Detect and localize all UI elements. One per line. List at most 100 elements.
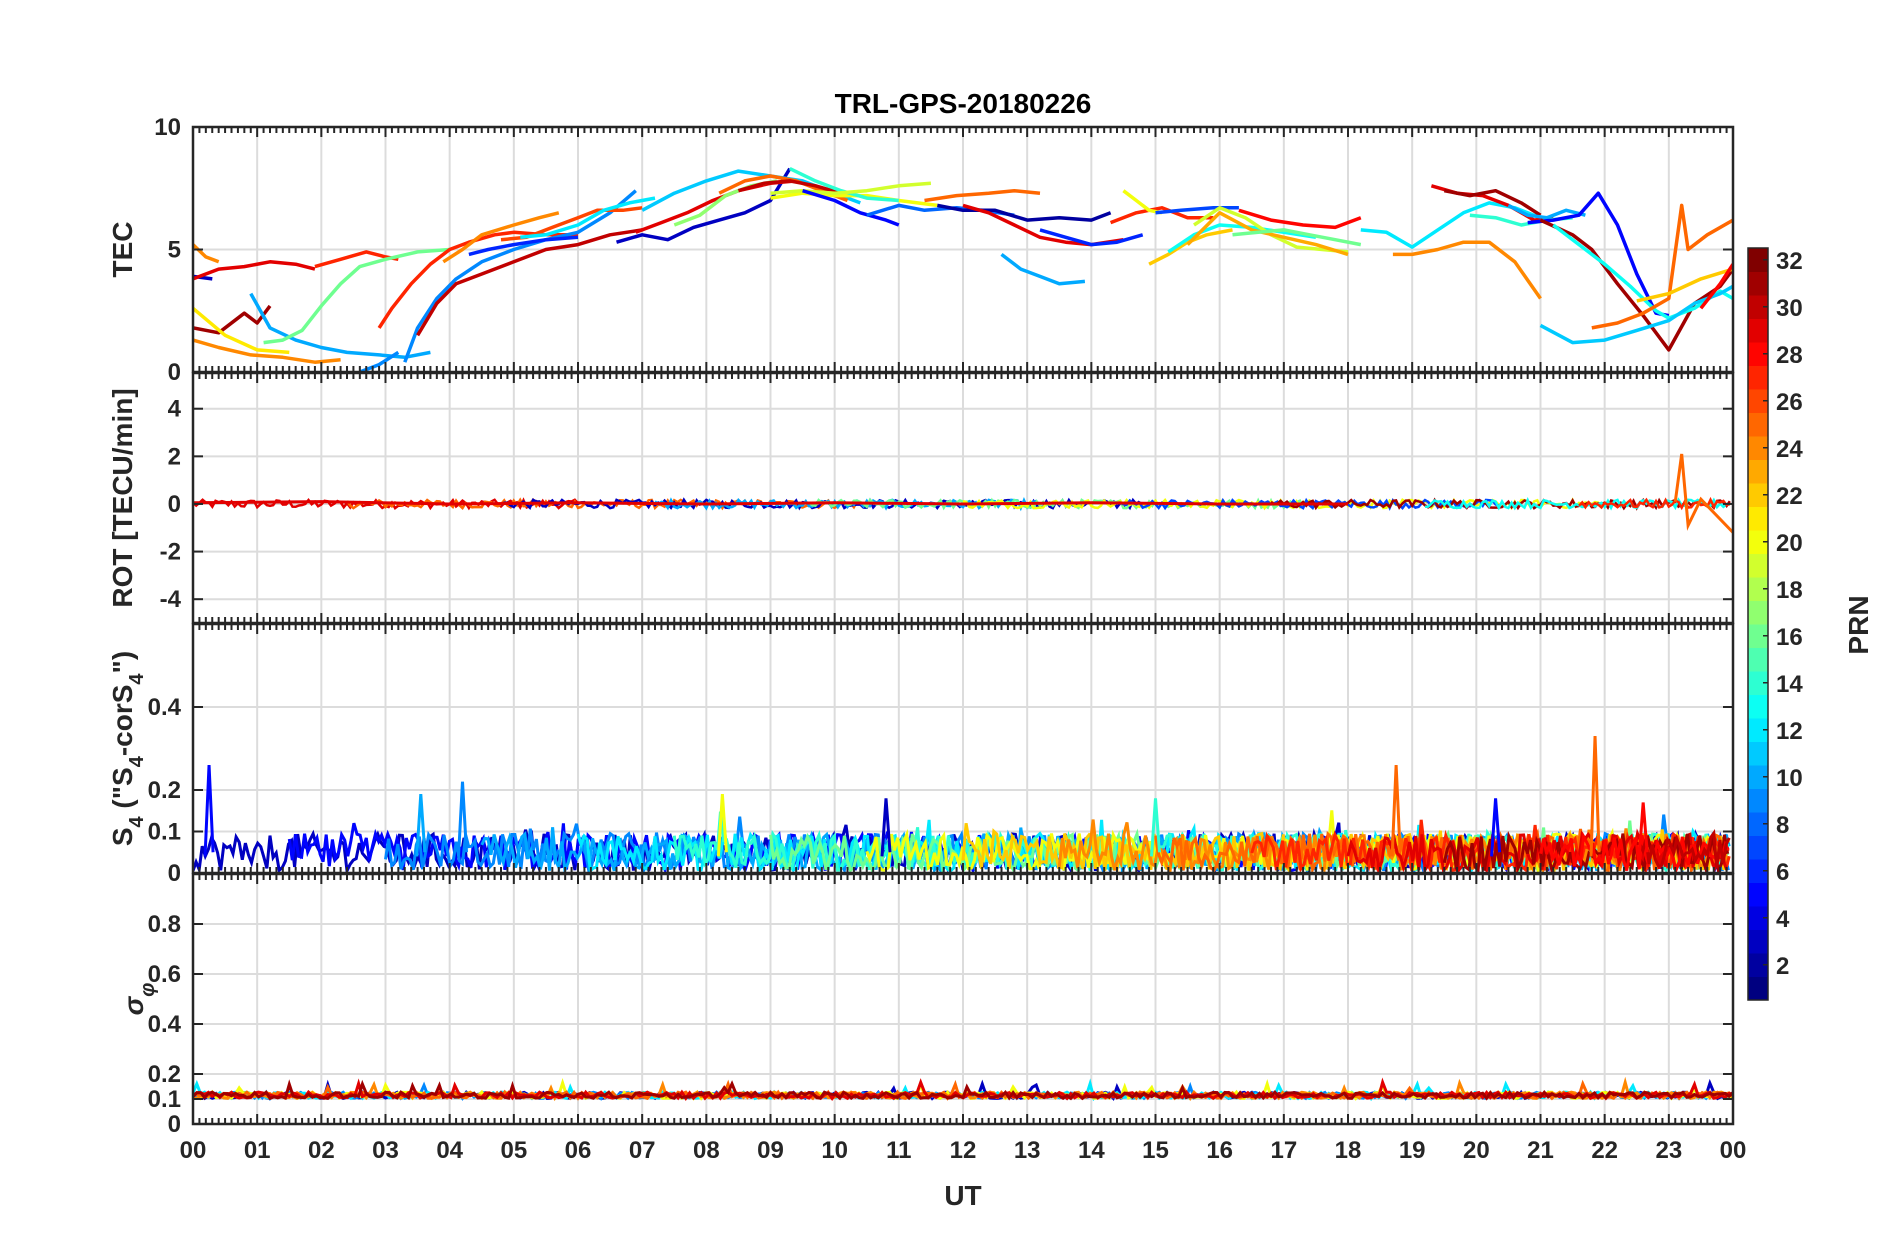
- colorbar-swatch: [1748, 530, 1768, 554]
- tec-series-prn-27: [377, 230, 578, 329]
- tec-series-prn-20: [770, 191, 938, 208]
- tec-y-axis-label: TEC: [107, 222, 138, 278]
- x-tick-label: 05: [500, 1137, 527, 1164]
- tec-series-prn-13: [1167, 223, 1317, 254]
- s4-label-part: -corS: [107, 685, 138, 757]
- colorbar-swatch: [1748, 248, 1768, 272]
- colorbar-swatch: [1748, 624, 1768, 648]
- s4-label-part: S: [107, 827, 138, 846]
- tec-series-prn-30: [737, 179, 842, 195]
- tec-series-prn-7: [1155, 206, 1239, 215]
- grid-layer: [193, 127, 1733, 1124]
- x-tick-label: 03: [372, 1137, 399, 1164]
- tec-y-tick-label: 10: [154, 114, 181, 141]
- x-tick-label: 22: [1591, 1137, 1618, 1164]
- sigma_phi-y-tick-label: 0: [168, 1111, 181, 1138]
- sigma_phi-y-tick-label: 0.6: [148, 961, 181, 988]
- x-tick-label: 07: [629, 1137, 656, 1164]
- s4-spike-prn-20: [716, 794, 728, 857]
- rot-series-prn-13: [1424, 497, 1730, 511]
- x-axis-label: UT: [944, 1180, 981, 1211]
- sigma-series-prn-31: [193, 1079, 1733, 1101]
- colorbar-swatch: [1748, 953, 1768, 977]
- tec-series-prn-10: [1000, 253, 1086, 286]
- rot-y-tick-label: -4: [160, 586, 182, 613]
- tec-series-prn-21: [193, 306, 290, 355]
- colorbar-tick-label: 32: [1776, 248, 1803, 275]
- sigma_phi-y-tick-label: 0.2: [148, 1061, 181, 1088]
- colorbar-swatch: [1748, 906, 1768, 930]
- tec-series-prn-3: [616, 167, 792, 244]
- colorbar-tick-label: 14: [1776, 671, 1803, 698]
- colorbar-swatch: [1748, 459, 1768, 484]
- tec-series-prn-16: [263, 247, 450, 345]
- sigma_phi-y-tick-label: 0.1: [148, 1086, 181, 1113]
- colorbar-swatch: [1748, 295, 1768, 319]
- colorbar-tick-label: 28: [1776, 342, 1803, 369]
- rot-y-tick-label: -2: [160, 539, 181, 566]
- tec-series-group: [193, 167, 1733, 372]
- sigma-symbol: σ: [118, 995, 149, 1015]
- colorbar-label: PRN: [1843, 595, 1874, 654]
- tec-series-prn-11: [1539, 284, 1733, 345]
- colorbar-swatch: [1748, 694, 1768, 719]
- s4-spike-prn-25: [1589, 735, 1601, 857]
- x-tick-label: 00: [1720, 1137, 1747, 1164]
- tec-series-prn-27: [1109, 206, 1214, 225]
- sigma_phi-series-group: [193, 1076, 1733, 1102]
- s4-spike-prn-3: [880, 798, 892, 857]
- x-tick-label: 13: [1014, 1137, 1041, 1164]
- colorbar-swatch: [1748, 788, 1768, 813]
- s4-spike-prn-25: [1390, 765, 1402, 857]
- colorbar-tick-label: 18: [1776, 577, 1803, 604]
- x-tick-label: 21: [1527, 1137, 1554, 1164]
- colorbar-swatch: [1748, 600, 1768, 625]
- x-tick-label: 12: [950, 1137, 977, 1164]
- s4-y-tick-label: 0: [168, 860, 181, 887]
- tec-series-prn-14: [789, 167, 899, 203]
- tec-series-prn-25: [924, 188, 1041, 203]
- tec-series-prn-10: [1507, 203, 1586, 220]
- colorbar-swatch: [1748, 812, 1768, 836]
- colorbar-tick-label: 8: [1776, 812, 1789, 839]
- s4-series-prn-30: [1636, 829, 1731, 869]
- x-tick-label: 06: [565, 1137, 592, 1164]
- tec-series-prn-31: [193, 304, 272, 335]
- tec-series-prn-23: [1186, 211, 1349, 257]
- tec-series-prn-28: [1238, 208, 1362, 230]
- tec-series-prn-19: [770, 181, 932, 195]
- x-tick-label: 19: [1399, 1137, 1426, 1164]
- colorbar-swatch: [1748, 859, 1768, 883]
- x-tick-label: 14: [1078, 1137, 1105, 1164]
- colorbar-tick-label: 20: [1776, 530, 1803, 557]
- tec-series-prn-16: [1232, 228, 1362, 247]
- colorbar-tick-label: 26: [1776, 389, 1803, 416]
- x-tick-label: 18: [1335, 1137, 1362, 1164]
- s4-y-tick-label: 0.2: [148, 777, 181, 804]
- colorbar-swatch: [1748, 412, 1768, 437]
- tec-series-prn-9: [403, 189, 637, 363]
- colorbar-tick-label: 24: [1776, 436, 1803, 463]
- tec-series-prn-24: [1392, 240, 1542, 300]
- colorbar-tick-label: 12: [1776, 718, 1803, 745]
- tec-series-prn-30: [416, 228, 643, 337]
- s4-y-tick-label: 0.4: [148, 694, 182, 721]
- colorbar-swatch: [1748, 976, 1768, 1001]
- s4-label-part: 4: [126, 815, 148, 827]
- colorbar-tick-label: 30: [1776, 295, 1803, 322]
- colorbar-swatch: [1748, 929, 1768, 954]
- tec-y-tick-label: 5: [168, 237, 181, 264]
- s4-spike-prn-5: [1490, 798, 1502, 857]
- colorbar-swatch: [1748, 718, 1768, 742]
- x-tick-label: 11: [886, 1137, 911, 1164]
- sigma_phi-y-tick-label: 0.8: [148, 911, 181, 938]
- tec-series-prn-10: [249, 292, 431, 360]
- s4-y-axis-label: S4 ("S4-corS4"): [107, 651, 148, 846]
- colorbar-swatch: [1748, 835, 1768, 860]
- s4-spike-prn-5: [203, 765, 215, 857]
- colorbar-swatch: [1748, 483, 1768, 507]
- s4-spike-prn-10: [415, 794, 427, 857]
- phi-symbol: φ: [137, 983, 159, 997]
